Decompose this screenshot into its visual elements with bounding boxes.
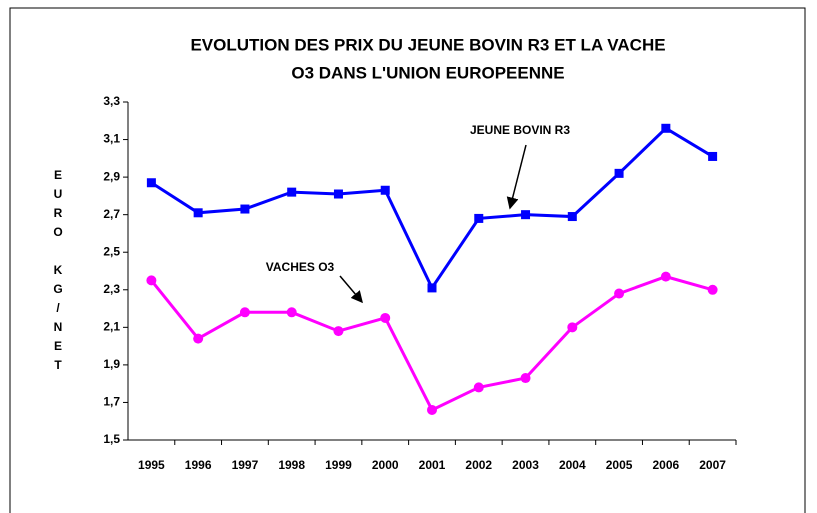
x-tick-label: 2000 bbox=[372, 458, 399, 472]
data-point bbox=[520, 373, 531, 384]
y-tick-label: 2,1 bbox=[103, 320, 120, 334]
data-point bbox=[287, 187, 297, 197]
x-tick-label: 1995 bbox=[138, 458, 165, 472]
data-point bbox=[427, 283, 437, 293]
data-point bbox=[708, 151, 718, 161]
x-tick-label: 2005 bbox=[606, 458, 633, 472]
data-point bbox=[333, 326, 344, 337]
x-tick-label: 1996 bbox=[185, 458, 212, 472]
data-point bbox=[427, 404, 437, 415]
data-point bbox=[240, 204, 250, 214]
annotation-arrow bbox=[506, 144, 527, 210]
x-tick-label: 1999 bbox=[325, 458, 352, 472]
x-tick-label: 2002 bbox=[465, 458, 492, 472]
series-line bbox=[150, 275, 714, 412]
y-tick-label: 3,1 bbox=[103, 132, 120, 146]
y-tick-label: 3,3 bbox=[103, 94, 120, 108]
y-tick-label: 2,7 bbox=[103, 207, 120, 221]
x-tick-label: 2001 bbox=[419, 458, 446, 472]
data-point bbox=[286, 307, 297, 318]
series-line bbox=[150, 126, 714, 291]
y-tick-label: 2,9 bbox=[103, 169, 120, 183]
data-point bbox=[146, 178, 156, 188]
data-point bbox=[380, 312, 391, 323]
y-tick-label: 2,3 bbox=[103, 282, 120, 296]
data-point bbox=[614, 288, 625, 299]
annotation: VACHES O3 bbox=[266, 260, 335, 274]
data-point bbox=[567, 322, 578, 333]
y-tick-label: 1,7 bbox=[103, 395, 120, 409]
x-tick-label: 1997 bbox=[232, 458, 259, 472]
data-point bbox=[660, 271, 671, 282]
data-point bbox=[333, 189, 343, 199]
x-tick-label: 1998 bbox=[278, 458, 305, 472]
data-point bbox=[193, 333, 204, 344]
data-point bbox=[661, 123, 671, 133]
data-point bbox=[521, 210, 531, 220]
x-tick-label: 2004 bbox=[559, 458, 586, 472]
annotation-arrow bbox=[339, 275, 363, 304]
x-tick-label: 2007 bbox=[699, 458, 726, 472]
y-tick-label: 2,5 bbox=[103, 244, 120, 258]
data-point bbox=[614, 168, 624, 178]
data-point bbox=[567, 212, 577, 222]
y-axis-label: EURO KG/NET bbox=[51, 168, 65, 377]
data-point bbox=[474, 213, 484, 223]
data-point bbox=[473, 382, 484, 393]
chart-title: EVOLUTION DES PRIX DU JEUNE BOVIN R3 ET … bbox=[190, 35, 665, 54]
data-point bbox=[707, 284, 718, 295]
y-tick-label: 1,9 bbox=[103, 357, 120, 371]
chart-subtitle: O3 DANS L'UNION EUROPEENNE bbox=[291, 63, 564, 82]
x-tick-label: 2003 bbox=[512, 458, 539, 472]
chart-border bbox=[9, 7, 806, 513]
data-point bbox=[380, 185, 390, 195]
data-point bbox=[146, 275, 157, 286]
x-tick-label: 2006 bbox=[652, 458, 679, 472]
annotation: JEUNE BOVIN R3 bbox=[470, 123, 570, 137]
data-point bbox=[239, 307, 250, 318]
y-tick-label: 1,5 bbox=[103, 432, 120, 446]
data-point bbox=[193, 208, 203, 218]
